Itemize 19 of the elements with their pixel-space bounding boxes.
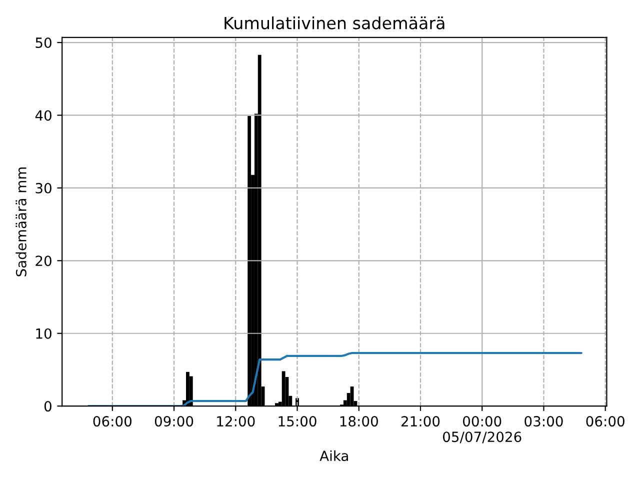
y-tick-label: 10	[36, 328, 52, 339]
y-tick-label: 0	[44, 401, 52, 412]
y-tick-label: 20	[36, 256, 52, 266]
x-tick-label: 09:00	[154, 416, 194, 427]
x-axis-title: Aika	[320, 450, 348, 462]
line-series	[87, 352, 582, 406]
x-tick-label: 06:00	[586, 416, 624, 427]
x-tick-label: 15:00	[278, 416, 316, 427]
x-tick-label: 06:00	[93, 416, 132, 427]
chart-title: Kumulatiivinen sademäärä	[224, 16, 444, 30]
x-tick-label: 21:00	[402, 416, 440, 427]
x-tick-label: 12:00	[217, 416, 255, 427]
y-axis-title: Sademäärä mm	[16, 167, 26, 276]
x-tick-label: 00:00 05/07/2026	[443, 416, 522, 444]
y-tick-label: 30	[36, 182, 52, 194]
x-tick-label: 03:00	[524, 416, 563, 427]
y-tick-label: 50	[36, 38, 52, 48]
x-tick-label: 18:00	[340, 416, 378, 427]
y-tick-label: 40	[35, 110, 52, 121]
